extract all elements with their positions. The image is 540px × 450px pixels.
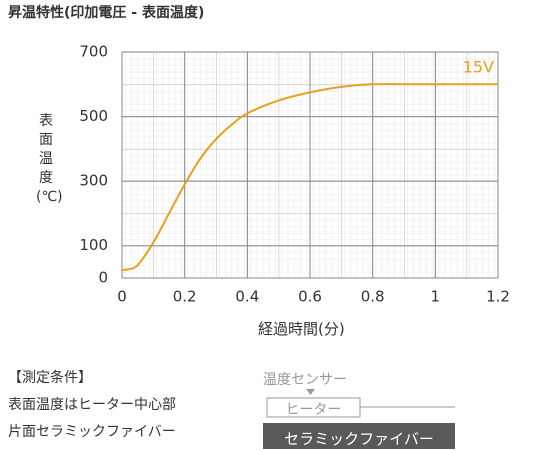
sensor-label: 温度センサー (263, 372, 347, 388)
x-tick-label: 0.2 (173, 288, 197, 306)
condition-line: 表面温度はヒーター中心部 (8, 397, 176, 413)
y-tick-label: 500 (79, 107, 108, 125)
fiber-label: セラミックファイバー (284, 430, 434, 448)
x-tick-label: 0.4 (235, 288, 259, 306)
x-tick-label: 0.6 (298, 288, 322, 306)
y-tick-label: 0 (98, 269, 108, 287)
x-tick-label: 1 (431, 288, 441, 306)
x-tick-label: 0 (117, 288, 127, 306)
series-line (121, 83, 498, 271)
y-tick-label: 300 (79, 172, 108, 190)
heater-label: ヒーター (285, 402, 342, 418)
condition-line: 片面セラミックファイバー (8, 424, 176, 440)
x-tick-label: 0.8 (361, 288, 385, 306)
y-tick-label: 700 (79, 43, 108, 61)
legend-label: 15V (463, 58, 494, 77)
x-tick-label: 1.2 (486, 288, 510, 306)
y-axis-label: 表面温度(℃) (36, 113, 63, 205)
y-tick-label: 100 (79, 236, 108, 254)
x-axis-label: 経過時間(分) (258, 320, 345, 338)
chart-title: 昇温特性(印加電圧 - 表面温度) (8, 4, 204, 21)
conditions-heading: 【測定条件】 (8, 370, 92, 386)
